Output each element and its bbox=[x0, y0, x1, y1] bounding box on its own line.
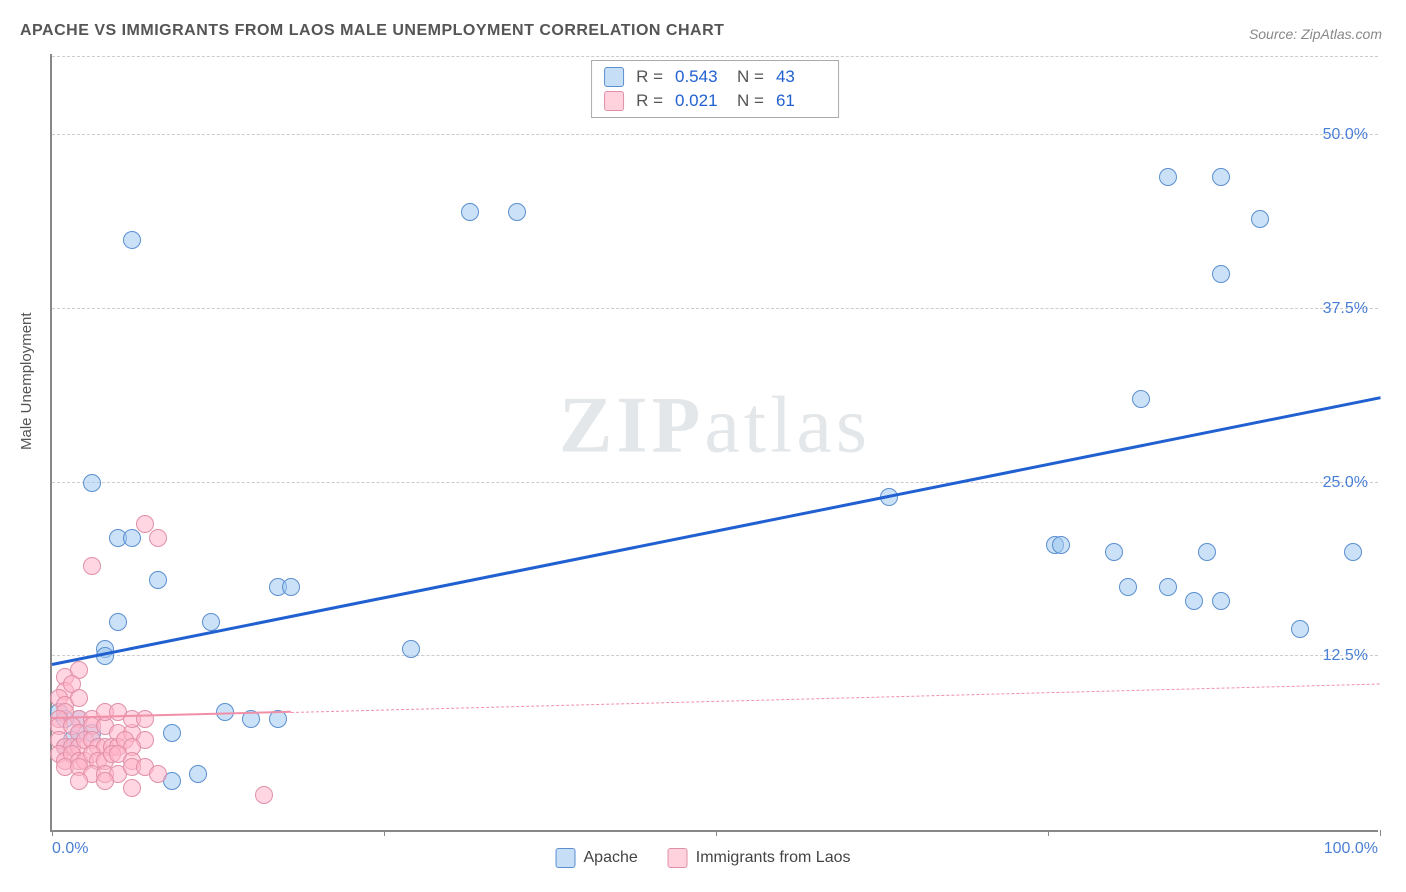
data-point bbox=[83, 557, 101, 575]
data-point bbox=[1132, 390, 1150, 408]
watermark: ZIPatlas bbox=[559, 381, 871, 472]
x-tick-mark bbox=[1048, 830, 1049, 836]
data-point bbox=[508, 203, 526, 221]
stat-label: R = bbox=[636, 91, 663, 111]
data-point bbox=[136, 710, 154, 728]
bottom-legend: Apache Immigrants from Laos bbox=[556, 848, 851, 868]
regression-line bbox=[291, 683, 1380, 712]
gridline bbox=[52, 482, 1378, 483]
data-point bbox=[163, 724, 181, 742]
data-point bbox=[1159, 578, 1177, 596]
data-point bbox=[1212, 265, 1230, 283]
legend-item: Apache bbox=[556, 848, 638, 868]
stat-label: R = bbox=[636, 67, 663, 87]
data-point bbox=[149, 765, 167, 783]
gridline bbox=[52, 56, 1378, 57]
data-point bbox=[402, 640, 420, 658]
data-point bbox=[1185, 592, 1203, 610]
source-attribution: Source: ZipAtlas.com bbox=[1249, 26, 1382, 42]
data-point bbox=[282, 578, 300, 596]
y-tick-label: 50.0% bbox=[1323, 126, 1368, 144]
x-tick-mark bbox=[384, 830, 385, 836]
data-point bbox=[70, 689, 88, 707]
data-point bbox=[1159, 168, 1177, 186]
data-point bbox=[189, 765, 207, 783]
scatter-plot-area: ZIPatlas R = 0.543 N = 43 R = 0.021 N = … bbox=[50, 54, 1378, 832]
x-tick-label: 0.0% bbox=[52, 840, 88, 858]
x-tick-label: 100.0% bbox=[1324, 840, 1378, 858]
swatch-icon bbox=[604, 91, 624, 111]
stat-value: 43 bbox=[776, 67, 826, 87]
stat-label: N = bbox=[737, 67, 764, 87]
data-point bbox=[1251, 210, 1269, 228]
regression-line bbox=[52, 396, 1381, 666]
data-point bbox=[1105, 543, 1123, 561]
data-point bbox=[149, 571, 167, 589]
data-point bbox=[109, 613, 127, 631]
x-tick-mark bbox=[1380, 830, 1381, 836]
stat-value: 0.021 bbox=[675, 91, 725, 111]
data-point bbox=[1212, 168, 1230, 186]
data-point bbox=[123, 231, 141, 249]
data-point bbox=[149, 529, 167, 547]
y-axis-label: Male Unemployment bbox=[18, 312, 35, 450]
y-tick-label: 25.0% bbox=[1323, 474, 1368, 492]
data-point bbox=[202, 613, 220, 631]
data-point bbox=[70, 772, 88, 790]
stat-label: N = bbox=[737, 91, 764, 111]
y-tick-label: 12.5% bbox=[1323, 647, 1368, 665]
swatch-icon bbox=[556, 848, 576, 868]
data-point bbox=[1198, 543, 1216, 561]
data-point bbox=[1212, 592, 1230, 610]
stat-value: 61 bbox=[776, 91, 826, 111]
data-point bbox=[1291, 620, 1309, 638]
data-point bbox=[123, 779, 141, 797]
data-point bbox=[1052, 536, 1070, 554]
gridline bbox=[52, 655, 1378, 656]
stats-row: R = 0.543 N = 43 bbox=[604, 65, 826, 89]
data-point bbox=[461, 203, 479, 221]
legend-item: Immigrants from Laos bbox=[668, 848, 851, 868]
swatch-icon bbox=[668, 848, 688, 868]
legend-label: Immigrants from Laos bbox=[696, 849, 851, 867]
stat-value: 0.543 bbox=[675, 67, 725, 87]
x-tick-mark bbox=[716, 830, 717, 836]
data-point bbox=[96, 772, 114, 790]
chart-title: APACHE VS IMMIGRANTS FROM LAOS MALE UNEM… bbox=[20, 22, 724, 40]
data-point bbox=[1344, 543, 1362, 561]
stats-row: R = 0.021 N = 61 bbox=[604, 89, 826, 113]
gridline bbox=[52, 308, 1378, 309]
data-point bbox=[83, 474, 101, 492]
legend-label: Apache bbox=[584, 849, 638, 867]
data-point bbox=[1119, 578, 1137, 596]
x-tick-mark bbox=[52, 830, 53, 836]
data-point bbox=[123, 529, 141, 547]
data-point bbox=[255, 786, 273, 804]
y-tick-label: 37.5% bbox=[1323, 300, 1368, 318]
swatch-icon bbox=[604, 67, 624, 87]
stats-legend-box: R = 0.543 N = 43 R = 0.021 N = 61 bbox=[591, 60, 839, 118]
gridline bbox=[52, 134, 1378, 135]
